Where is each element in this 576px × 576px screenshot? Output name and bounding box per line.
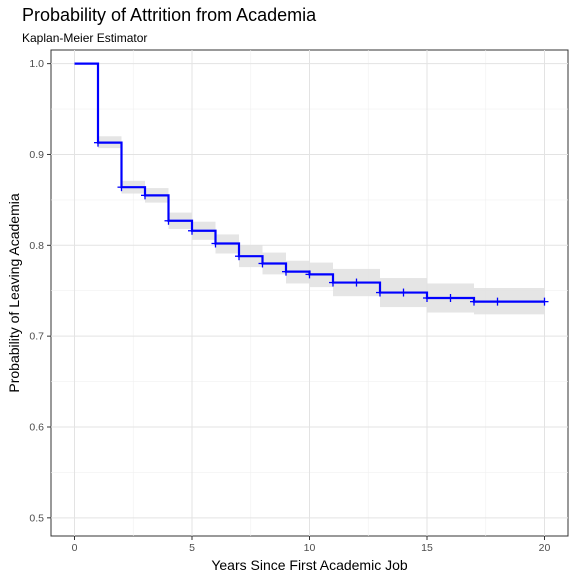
censor-mark — [211, 239, 220, 248]
censor-mark — [258, 259, 267, 268]
x-tick-label: 20 — [539, 542, 551, 554]
y-tick-label: 1.0 — [29, 58, 44, 70]
censor-mark — [141, 191, 149, 200]
censor-mark — [352, 278, 361, 287]
x-tick-label: 15 — [421, 542, 433, 554]
censor-mark — [540, 297, 549, 306]
survival-step-line — [74, 62, 545, 303]
y-tick-label: 0.9 — [29, 149, 44, 161]
survival-curve — [74, 62, 545, 303]
censor-mark — [423, 293, 431, 302]
censor-mark — [282, 267, 290, 276]
censor-mark — [376, 288, 384, 297]
x-tick-label: 0 — [72, 542, 78, 554]
censor-marks — [94, 138, 549, 306]
censor-mark — [446, 293, 455, 302]
chart-title: Probability of Attrition from Academia — [22, 5, 317, 25]
y-tick-label: 0.8 — [29, 240, 44, 252]
censor-mark — [305, 270, 314, 279]
censor-mark — [117, 183, 126, 192]
censor-mark — [493, 297, 502, 306]
censor-mark — [235, 252, 243, 261]
y-tick-label: 0.5 — [29, 512, 44, 524]
censor-mark — [188, 226, 196, 235]
censor-mark — [94, 138, 102, 147]
y-tick-label: 0.7 — [29, 331, 44, 343]
x-tick-label: 5 — [189, 542, 195, 554]
y-axis: 0.5 0.6 0.7 0.8 0.9 1.0 — [29, 58, 51, 524]
x-axis: 0 5 10 15 20 — [72, 536, 551, 554]
x-axis-title: Years Since First Academic Job — [211, 557, 408, 573]
censor-mark — [164, 216, 173, 225]
y-tick-label: 0.6 — [29, 421, 44, 433]
censor-mark — [329, 278, 337, 287]
censor-mark — [399, 288, 408, 297]
chart-subtitle: Kaplan-Meier Estimator — [22, 31, 148, 45]
censor-mark — [470, 297, 478, 306]
x-tick-label: 10 — [304, 542, 316, 554]
y-axis-title: Probability of Leaving Academia — [6, 193, 22, 392]
